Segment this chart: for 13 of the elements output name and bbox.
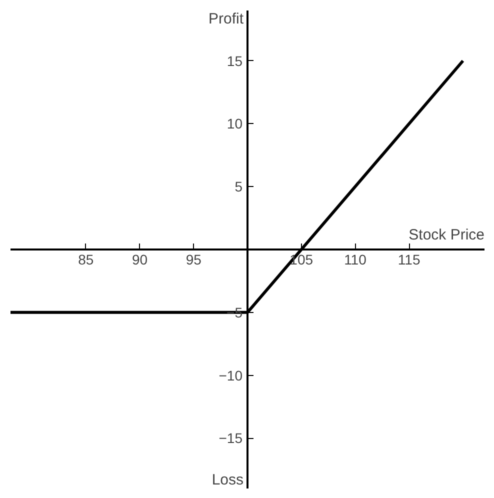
y-tick-label: −10 [218,367,243,384]
x-tick-label: 115 [398,252,420,268]
y-tick-label: 10 [226,116,243,132]
y-tick-label: 15 [226,52,243,69]
y-tick-label: 5 [234,178,243,195]
x-axis-title: Stock Price [408,226,484,244]
y-tick-label: −15 [218,430,243,446]
y-axis-title: Profit [208,10,244,28]
x-tick-label: 85 [78,252,94,268]
x-tick-label: 95 [186,252,202,268]
annotation: Loss [212,472,244,488]
x-tick-label: 90 [132,252,148,268]
x-tick-label: 110 [344,252,367,268]
